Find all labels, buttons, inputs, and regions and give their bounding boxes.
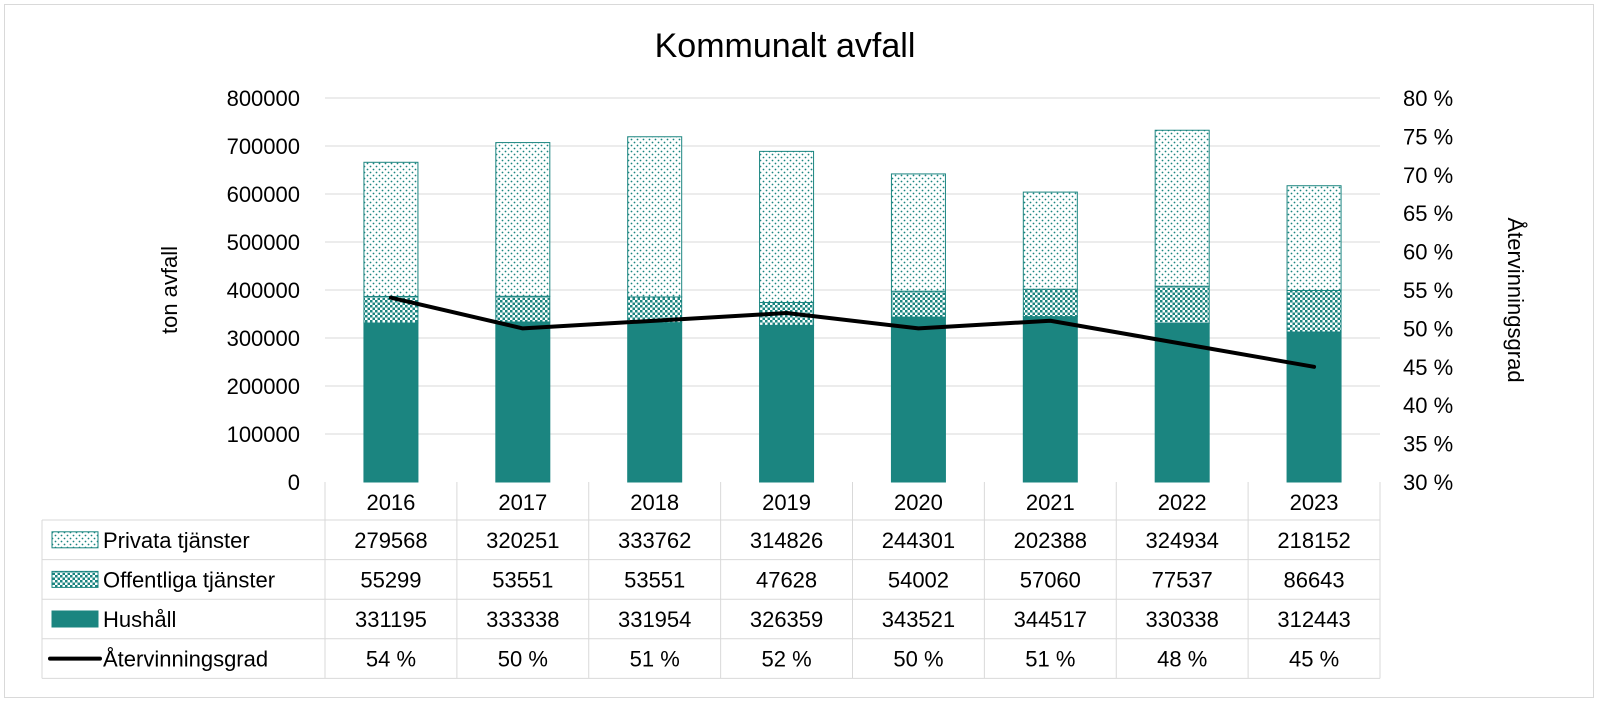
table-cell: 52 %: [761, 647, 811, 672]
bar-offentliga-tj-nster-2021: [1022, 288, 1078, 318]
y-tick-label: 500000: [227, 230, 300, 255]
table-cell: 202388: [1014, 528, 1087, 553]
y-tick-label: 0: [288, 470, 300, 495]
recycling-line: [388, 295, 1317, 369]
bar-hush-ll-2016: [363, 322, 419, 483]
bar-privata-tj-nster-2016: [363, 161, 419, 297]
y-axis-left: 0 100000 200000 300000 400000 500000 600000 700…: [227, 86, 300, 495]
category-label: 2019: [762, 490, 811, 515]
table-cell: 54 %: [366, 647, 416, 672]
y2-tick-label: 50 %: [1403, 316, 1453, 341]
table-cell: 330338: [1145, 607, 1218, 632]
row-label: Hushåll: [103, 607, 176, 632]
table-cell: 279568: [354, 528, 427, 553]
bar-hush-ll-2022: [1154, 322, 1210, 483]
y2-tick-label: 60 %: [1403, 240, 1453, 265]
table-cell: 48 %: [1157, 647, 1207, 672]
y2-tick-label: 65 %: [1403, 201, 1453, 226]
legend-key: [51, 570, 99, 588]
table-cell: 51 %: [630, 647, 680, 672]
row-label: Återvinningsgrad: [103, 647, 268, 672]
table-cell: 50 %: [498, 647, 548, 672]
row-label: Privata tjänster: [103, 528, 250, 553]
category-label: 2017: [498, 490, 547, 515]
bar-hush-ll-2019: [759, 324, 815, 483]
y-tick-label: 200000: [227, 374, 300, 399]
table-cell: 244301: [882, 528, 955, 553]
bar-hush-ll-2018: [627, 322, 683, 483]
table-cell: 47628: [756, 567, 817, 592]
table-cell: 324934: [1145, 528, 1218, 553]
y2-tick-label: 40 %: [1403, 393, 1453, 418]
table-cell: 86643: [1283, 567, 1344, 592]
chart-title: Kommunalt avfall: [655, 27, 916, 65]
category-label: 2021: [1026, 490, 1075, 515]
bar-offentliga-tj-nster-2020: [890, 290, 946, 318]
legend-key: [51, 531, 99, 549]
table-cell: 343521: [882, 607, 955, 632]
table-cell: 55299: [360, 567, 421, 592]
table-cell: 326359: [750, 607, 823, 632]
bar-privata-tj-nster-2017: [495, 142, 551, 297]
bar-privata-tj-nster-2018: [627, 136, 683, 298]
gridlines: [325, 97, 1380, 435]
bar-privata-tj-nster-2019: [759, 150, 815, 303]
bar-privata-tj-nster-2022: [1154, 129, 1210, 287]
table-cell: 331195: [355, 607, 427, 632]
y-tick-label: 700000: [227, 134, 300, 159]
category-label: 2023: [1290, 490, 1339, 515]
table-cell: 320251: [486, 528, 559, 553]
bar-privata-tj-nster-2020: [890, 173, 946, 292]
table-cell: 218152: [1277, 528, 1350, 553]
table-cell: 54002: [888, 567, 949, 592]
bar-hush-ll-2020: [890, 316, 946, 483]
table-cell: 333338: [486, 607, 559, 632]
table-cell: 57060: [1020, 567, 1081, 592]
bar-hush-ll-2023: [1286, 331, 1342, 483]
table-cell: 331954: [618, 607, 691, 632]
bar-privata-tj-nster-2023: [1286, 185, 1342, 291]
y2-tick-label: 35 %: [1403, 432, 1453, 457]
table-cell: 312443: [1277, 607, 1350, 632]
y2-axis-label: Återvinningsgrad: [1503, 217, 1528, 382]
bar-offentliga-tj-nster-2022: [1154, 285, 1210, 324]
y-axis-label: ton avfall: [157, 246, 182, 334]
data-table: 2016 2017 2018 2019 2020 2021 2022 2023 Privata …: [41, 482, 1381, 679]
y-tick-label: 300000: [227, 326, 300, 351]
y2-tick-label: 55 %: [1403, 278, 1453, 303]
y2-tick-label: 30 %: [1403, 470, 1453, 495]
bar-hush-ll-2021: [1022, 316, 1078, 483]
bar-hush-ll-2017: [495, 321, 551, 483]
category-label: 2018: [630, 490, 679, 515]
bars: [363, 129, 1342, 483]
table-cell: 50 %: [893, 647, 943, 672]
y-axis-right: 30 % 35 % 40 % 45 % 50 % 55 % 60 % 65 % 70 % 75 %…: [1403, 86, 1453, 495]
table-cell: 53551: [624, 567, 685, 592]
y-tick-label: 600000: [227, 182, 300, 207]
table-cell: 333762: [618, 528, 691, 553]
bar-offentliga-tj-nster-2017: [495, 295, 551, 323]
y-tick-label: 400000: [227, 278, 300, 303]
y-tick-label: 100000: [227, 422, 300, 447]
legend-key: [51, 610, 99, 628]
y2-tick-label: 70 %: [1403, 163, 1453, 188]
table-cell: 51 %: [1025, 647, 1075, 672]
table-cell: 53551: [492, 567, 553, 592]
category-label: 2022: [1158, 490, 1207, 515]
row-label: Offentliga tjänster: [103, 567, 275, 592]
y-tick-label: 800000: [227, 86, 300, 111]
category-label: 2016: [366, 490, 415, 515]
table-cell: 45 %: [1289, 647, 1339, 672]
table-cell: 344517: [1014, 607, 1087, 632]
bar-offentliga-tj-nster-2023: [1286, 289, 1342, 333]
series-line-atervinningsgrad: [388, 295, 1317, 369]
category-label: 2020: [894, 490, 943, 515]
y2-tick-label: 45 %: [1403, 355, 1453, 380]
y2-tick-label: 75 %: [1403, 124, 1453, 149]
y2-tick-label: 80 %: [1403, 86, 1453, 111]
table-cell: 77537: [1152, 567, 1213, 592]
table-cell: 314826: [750, 528, 823, 553]
bar-privata-tj-nster-2021: [1022, 191, 1078, 290]
